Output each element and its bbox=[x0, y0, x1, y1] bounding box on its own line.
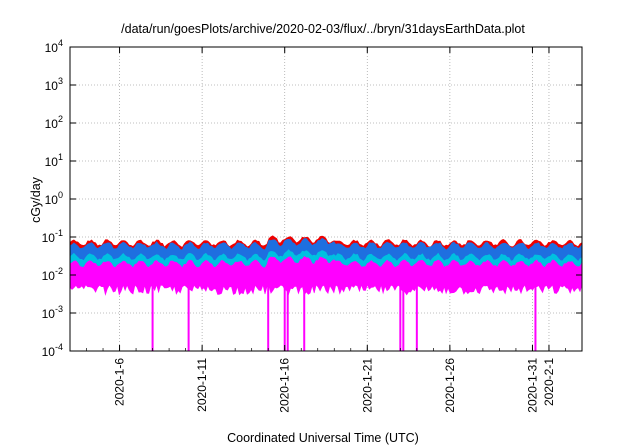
x-tick-label: 2020-1-31 bbox=[525, 358, 539, 413]
y-tick-label: 10-2 bbox=[42, 266, 63, 283]
axis-ticks: 10-4 10-3 10-2 10-1 100 101 102 103 104 2020-1-6 2… bbox=[42, 38, 583, 413]
x-tick-label: 2020-1-16 bbox=[278, 358, 292, 413]
y-tick-label: 10-3 bbox=[42, 304, 63, 321]
y-tick-label: 104 bbox=[45, 38, 63, 55]
plot-area bbox=[69, 235, 583, 351]
y-tick-label: 103 bbox=[45, 76, 63, 93]
grid bbox=[70, 47, 582, 351]
x-tick-label: 2020-2-1 bbox=[542, 358, 556, 406]
x-tick-label: 2020-1-26 bbox=[443, 358, 457, 413]
y-tick-label: 102 bbox=[45, 114, 63, 131]
y-tick-label: 101 bbox=[45, 152, 63, 169]
y-axis-label: cGy/day bbox=[29, 176, 43, 223]
y-tick-label: 100 bbox=[45, 190, 63, 207]
x-tick-label: 2020-1-11 bbox=[195, 358, 209, 412]
y-tick-label: 10-4 bbox=[42, 342, 63, 359]
x-tick-label: 2020-1-6 bbox=[113, 358, 127, 406]
y-tick-label: 10-1 bbox=[42, 228, 63, 245]
chart-title: /data/run/goesPlots/archive/2020-02-03/f… bbox=[121, 22, 525, 36]
x-tick-label: 2020-1-21 bbox=[360, 358, 374, 413]
x-axis-label: Coordinated Universal Time (UTC) bbox=[227, 431, 419, 445]
